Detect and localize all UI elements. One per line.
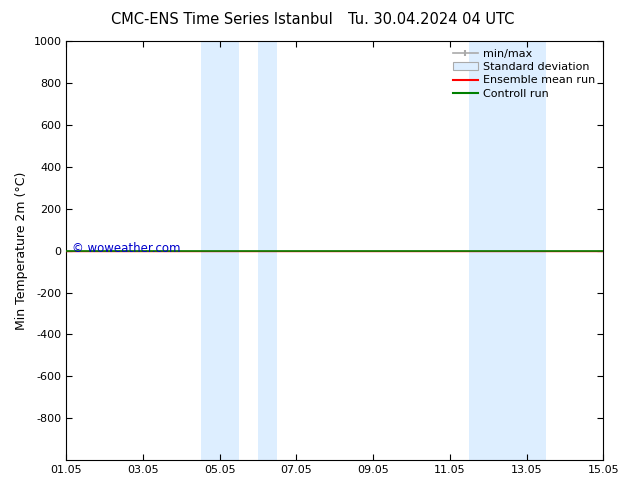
Bar bbox=[200, 41, 239, 460]
Text: CMC-ENS Time Series Istanbul: CMC-ENS Time Series Istanbul bbox=[111, 12, 333, 27]
Bar bbox=[469, 41, 546, 460]
Legend: min/max, Standard deviation, Ensemble mean run, Controll run: min/max, Standard deviation, Ensemble me… bbox=[449, 45, 600, 103]
Bar bbox=[258, 41, 277, 460]
Text: Tu. 30.04.2024 04 UTC: Tu. 30.04.2024 04 UTC bbox=[348, 12, 514, 27]
Y-axis label: Min Temperature 2m (°C): Min Temperature 2m (°C) bbox=[15, 172, 28, 330]
Text: © woweather.com: © woweather.com bbox=[72, 242, 180, 255]
